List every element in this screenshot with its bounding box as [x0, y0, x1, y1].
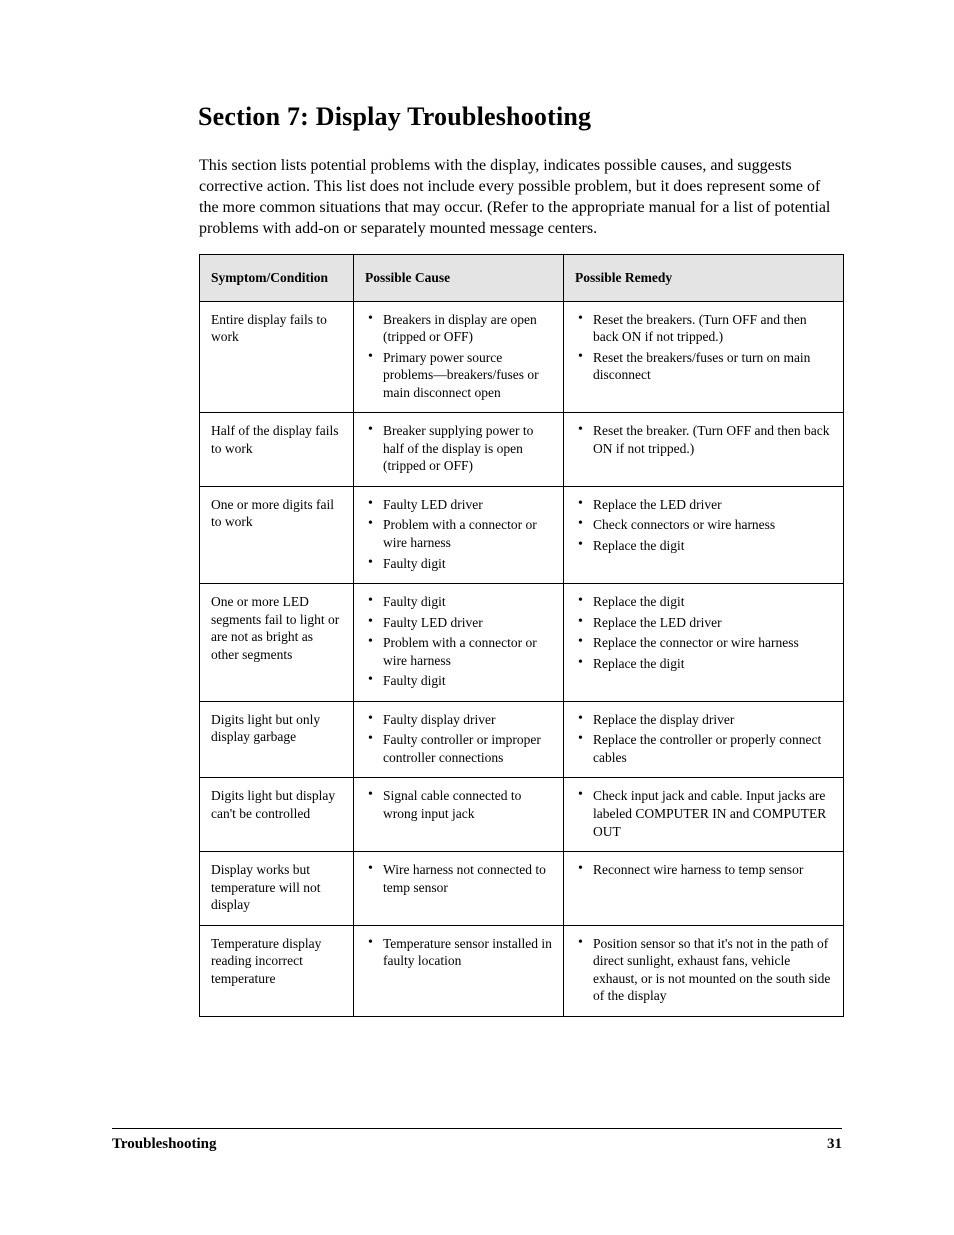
remedy-item: Reset the breakers. (Turn OFF and then b… [575, 311, 833, 346]
remedy-cell: Replace the digit Replace the LED driver R… [564, 584, 844, 702]
remedy-item: Replace the digit [575, 655, 833, 673]
symptom-cell: Entire display fails to work [200, 301, 354, 413]
remedy-item: Check connectors or wire harness [575, 516, 833, 534]
cause-item: Problem with a connector or wire harness [365, 516, 553, 551]
symptom-cell: Digits light but display can't be contro… [200, 778, 354, 852]
cause-cell: Signal cable connected to wrong input ja… [354, 778, 564, 852]
col-header-symptom: Symptom/Condition [200, 255, 354, 302]
cause-item: Faulty LED driver [365, 496, 553, 514]
symptom-cell: Half of the display fails to work [200, 413, 354, 487]
remedy-cell: Check input jack and cable. Input jacks … [564, 778, 844, 852]
table-row: One or more digits fail to workFaulty LE… [200, 486, 844, 583]
col-header-cause: Possible Cause [354, 255, 564, 302]
remedy-item: Replace the LED driver [575, 496, 833, 514]
symptom-cell: One or more digits fail to work [200, 486, 354, 583]
cause-item: Faulty controller or improper controller… [365, 731, 553, 766]
cause-cell: Temperature sensor installed in faulty l… [354, 925, 564, 1016]
table-row: Temperature display reading incorrect te… [200, 925, 844, 1016]
symptom-cell: Temperature display reading incorrect te… [200, 925, 354, 1016]
troubleshooting-table: Symptom/Condition Possible Cause Possibl… [199, 254, 844, 1017]
footer-page-number: 31 [827, 1136, 842, 1153]
table-row: Digits light but display can't be contro… [200, 778, 844, 852]
cause-cell: Breaker supplying power to half of the d… [354, 413, 564, 487]
remedy-item: Reset the breakers/fuses or turn on main… [575, 349, 833, 384]
remedy-item: Reconnect wire harness to temp sensor [575, 861, 833, 879]
cause-cell: Faulty LED driver Problem with a connecto… [354, 486, 564, 583]
remedy-item: Check input jack and cable. Input jacks … [575, 787, 833, 840]
cause-item: Signal cable connected to wrong input ja… [365, 787, 553, 822]
remedy-cell: Reconnect wire harness to temp sensor [564, 852, 844, 926]
table-row: Display works but temperature will not d… [200, 852, 844, 926]
col-header-remedy: Possible Remedy [564, 255, 844, 302]
cause-item: Breakers in display are open (tripped or… [365, 311, 553, 346]
table-body: Entire display fails to work Breakers in … [200, 301, 844, 1016]
remedy-item: Replace the controller or properly conne… [575, 731, 833, 766]
remedy-cell: Reset the breakers. (Turn OFF and then b… [564, 301, 844, 413]
symptom-cell: Digits light but only display garbage [200, 701, 354, 778]
footer-section-label: Troubleshooting [112, 1136, 216, 1153]
cause-item: Problem with a connector or wire harness [365, 634, 553, 669]
cause-item: Wire harness not connected to temp senso… [365, 861, 553, 896]
remedy-item: Replace the display driver [575, 711, 833, 729]
remedy-cell: Position sensor so that it's not in the … [564, 925, 844, 1016]
footer-rule [112, 1128, 842, 1129]
cause-item: Faulty digit [365, 593, 553, 611]
cause-cell: Breakers in display are open (tripped or… [354, 301, 564, 413]
remedy-item: Replace the LED driver [575, 614, 833, 632]
cause-cell: Faulty display driver Faulty controller o… [354, 701, 564, 778]
cause-item: Temperature sensor installed in faulty l… [365, 935, 553, 970]
remedy-item: Replace the connector or wire harness [575, 634, 833, 652]
table-row: Entire display fails to work Breakers in … [200, 301, 844, 413]
table-row: One or more LED segments fail to light o… [200, 584, 844, 702]
remedy-cell: Replace the display driver Replace the co… [564, 701, 844, 778]
cause-item: Primary power source problems—breakers/f… [365, 349, 553, 402]
cause-cell: Faulty digit Faulty LED driver Problem wit… [354, 584, 564, 702]
cause-item: Faulty digit [365, 672, 553, 690]
remedy-item: Reset the breaker. (Turn OFF and then ba… [575, 422, 833, 457]
document-page: Section 7: Display Troubleshooting This … [0, 0, 954, 1235]
remedy-item: Replace the digit [575, 537, 833, 555]
symptom-cell: Display works but temperature will not d… [200, 852, 354, 926]
remedy-item: Position sensor so that it's not in the … [575, 935, 833, 1005]
cause-item: Faulty display driver [365, 711, 553, 729]
intro-paragraph: This section lists potential problems wi… [199, 155, 843, 239]
cause-item: Faulty LED driver [365, 614, 553, 632]
cause-item: Faulty digit [365, 555, 553, 573]
table-row: Half of the display fails to workBreaker… [200, 413, 844, 487]
symptom-cell: One or more LED segments fail to light o… [200, 584, 354, 702]
remedy-item: Replace the digit [575, 593, 833, 611]
table-row: Digits light but only display garbageFau… [200, 701, 844, 778]
cause-cell: Wire harness not connected to temp senso… [354, 852, 564, 926]
table-header-row: Symptom/Condition Possible Cause Possibl… [200, 255, 844, 302]
cause-item: Breaker supplying power to half of the d… [365, 422, 553, 475]
remedy-cell: Replace the LED driver Check connectors o… [564, 486, 844, 583]
section-heading: Section 7: Display Troubleshooting [198, 102, 591, 132]
remedy-cell: Reset the breaker. (Turn OFF and then ba… [564, 413, 844, 487]
